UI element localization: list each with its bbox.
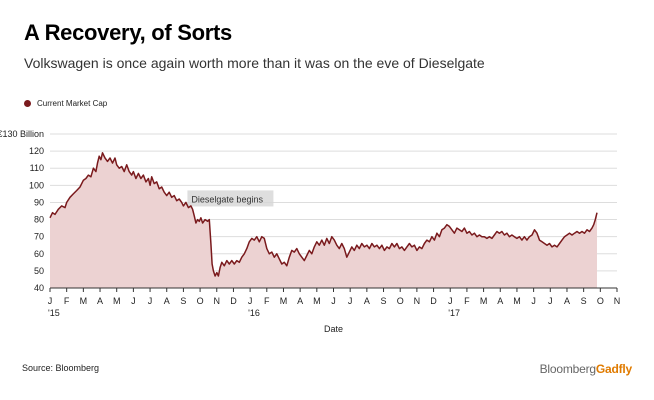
brand-part-gadfly: Gadfly bbox=[595, 362, 632, 376]
x-tick-label: A bbox=[364, 296, 370, 306]
x-tick-label: O bbox=[597, 296, 604, 306]
x-tick-label: F bbox=[264, 296, 270, 306]
y-tick-label: 120 bbox=[29, 146, 44, 156]
y-tick-label: 70 bbox=[34, 232, 44, 242]
y-tick-label: 90 bbox=[34, 197, 44, 207]
chart-title: A Recovery, of Sorts bbox=[24, 20, 232, 45]
legend-label: Current Market Cap bbox=[37, 99, 108, 108]
x-tick-label: O bbox=[397, 296, 404, 306]
x-tick-label: J bbox=[548, 296, 553, 306]
x-tick-label: A bbox=[297, 296, 303, 306]
brand-part-bloomberg: Bloomberg bbox=[539, 362, 596, 376]
y-tick-label: 50 bbox=[34, 266, 44, 276]
x-tick-label: M bbox=[480, 296, 488, 306]
series-area-fill bbox=[50, 152, 597, 288]
x-tick-label: J bbox=[48, 296, 53, 306]
x-tick-label: A bbox=[97, 296, 103, 306]
x-tick-label: N bbox=[414, 296, 421, 306]
series-line-market-cap bbox=[49, 152, 598, 277]
y-tick-label: 40 bbox=[34, 283, 44, 293]
x-tick-label: O bbox=[197, 296, 204, 306]
x-tick-label: N bbox=[614, 296, 621, 306]
annotation-box bbox=[187, 190, 274, 207]
x-year-label: '17 bbox=[448, 308, 460, 318]
y-tick-label: 60 bbox=[34, 249, 44, 259]
x-tick-label: S bbox=[180, 296, 186, 306]
legend-marker bbox=[24, 100, 31, 107]
x-tick-label: D bbox=[230, 296, 237, 306]
x-tick-label: A bbox=[497, 296, 503, 306]
x-tick-label: J bbox=[148, 296, 153, 306]
y-tick-label: 100 bbox=[29, 180, 44, 190]
x-tick-label: J bbox=[131, 296, 136, 306]
x-tick-label: S bbox=[581, 296, 587, 306]
source-note: Source: Bloomberg bbox=[22, 363, 100, 373]
y-tick-label: 80 bbox=[34, 215, 44, 225]
x-tick-label: N bbox=[214, 296, 221, 306]
x-year-label: '16 bbox=[248, 308, 260, 318]
x-axis-title: Date bbox=[324, 324, 343, 334]
annotation-label: Dieselgate begins bbox=[191, 194, 263, 204]
x-tick-label: M bbox=[280, 296, 288, 306]
x-tick-label: M bbox=[513, 296, 521, 306]
x-year-label: '15 bbox=[48, 308, 60, 318]
x-tick-label: D bbox=[430, 296, 437, 306]
x-tick-label: A bbox=[564, 296, 570, 306]
x-tick-label: S bbox=[381, 296, 387, 306]
x-tick-label: M bbox=[113, 296, 121, 306]
x-tick-label: F bbox=[64, 296, 70, 306]
x-tick-label: J bbox=[531, 296, 536, 306]
x-tick-label: J bbox=[348, 296, 353, 306]
x-tick-label: A bbox=[164, 296, 170, 306]
y-tick-label: €130 Billion bbox=[0, 129, 44, 139]
brand-logo: BloombergGadfly bbox=[539, 362, 633, 376]
x-tick-label: J bbox=[448, 296, 453, 306]
y-tick-label: 110 bbox=[30, 163, 44, 173]
x-tick-label: F bbox=[464, 296, 470, 306]
x-tick-label: M bbox=[80, 296, 88, 306]
x-tick-label: J bbox=[331, 296, 336, 306]
x-tick-label: M bbox=[313, 296, 321, 306]
legend: Current Market Cap bbox=[24, 99, 107, 108]
x-tick-label: J bbox=[248, 296, 253, 306]
chart-subtitle: Volkswagen is once again worth more than… bbox=[24, 55, 485, 71]
